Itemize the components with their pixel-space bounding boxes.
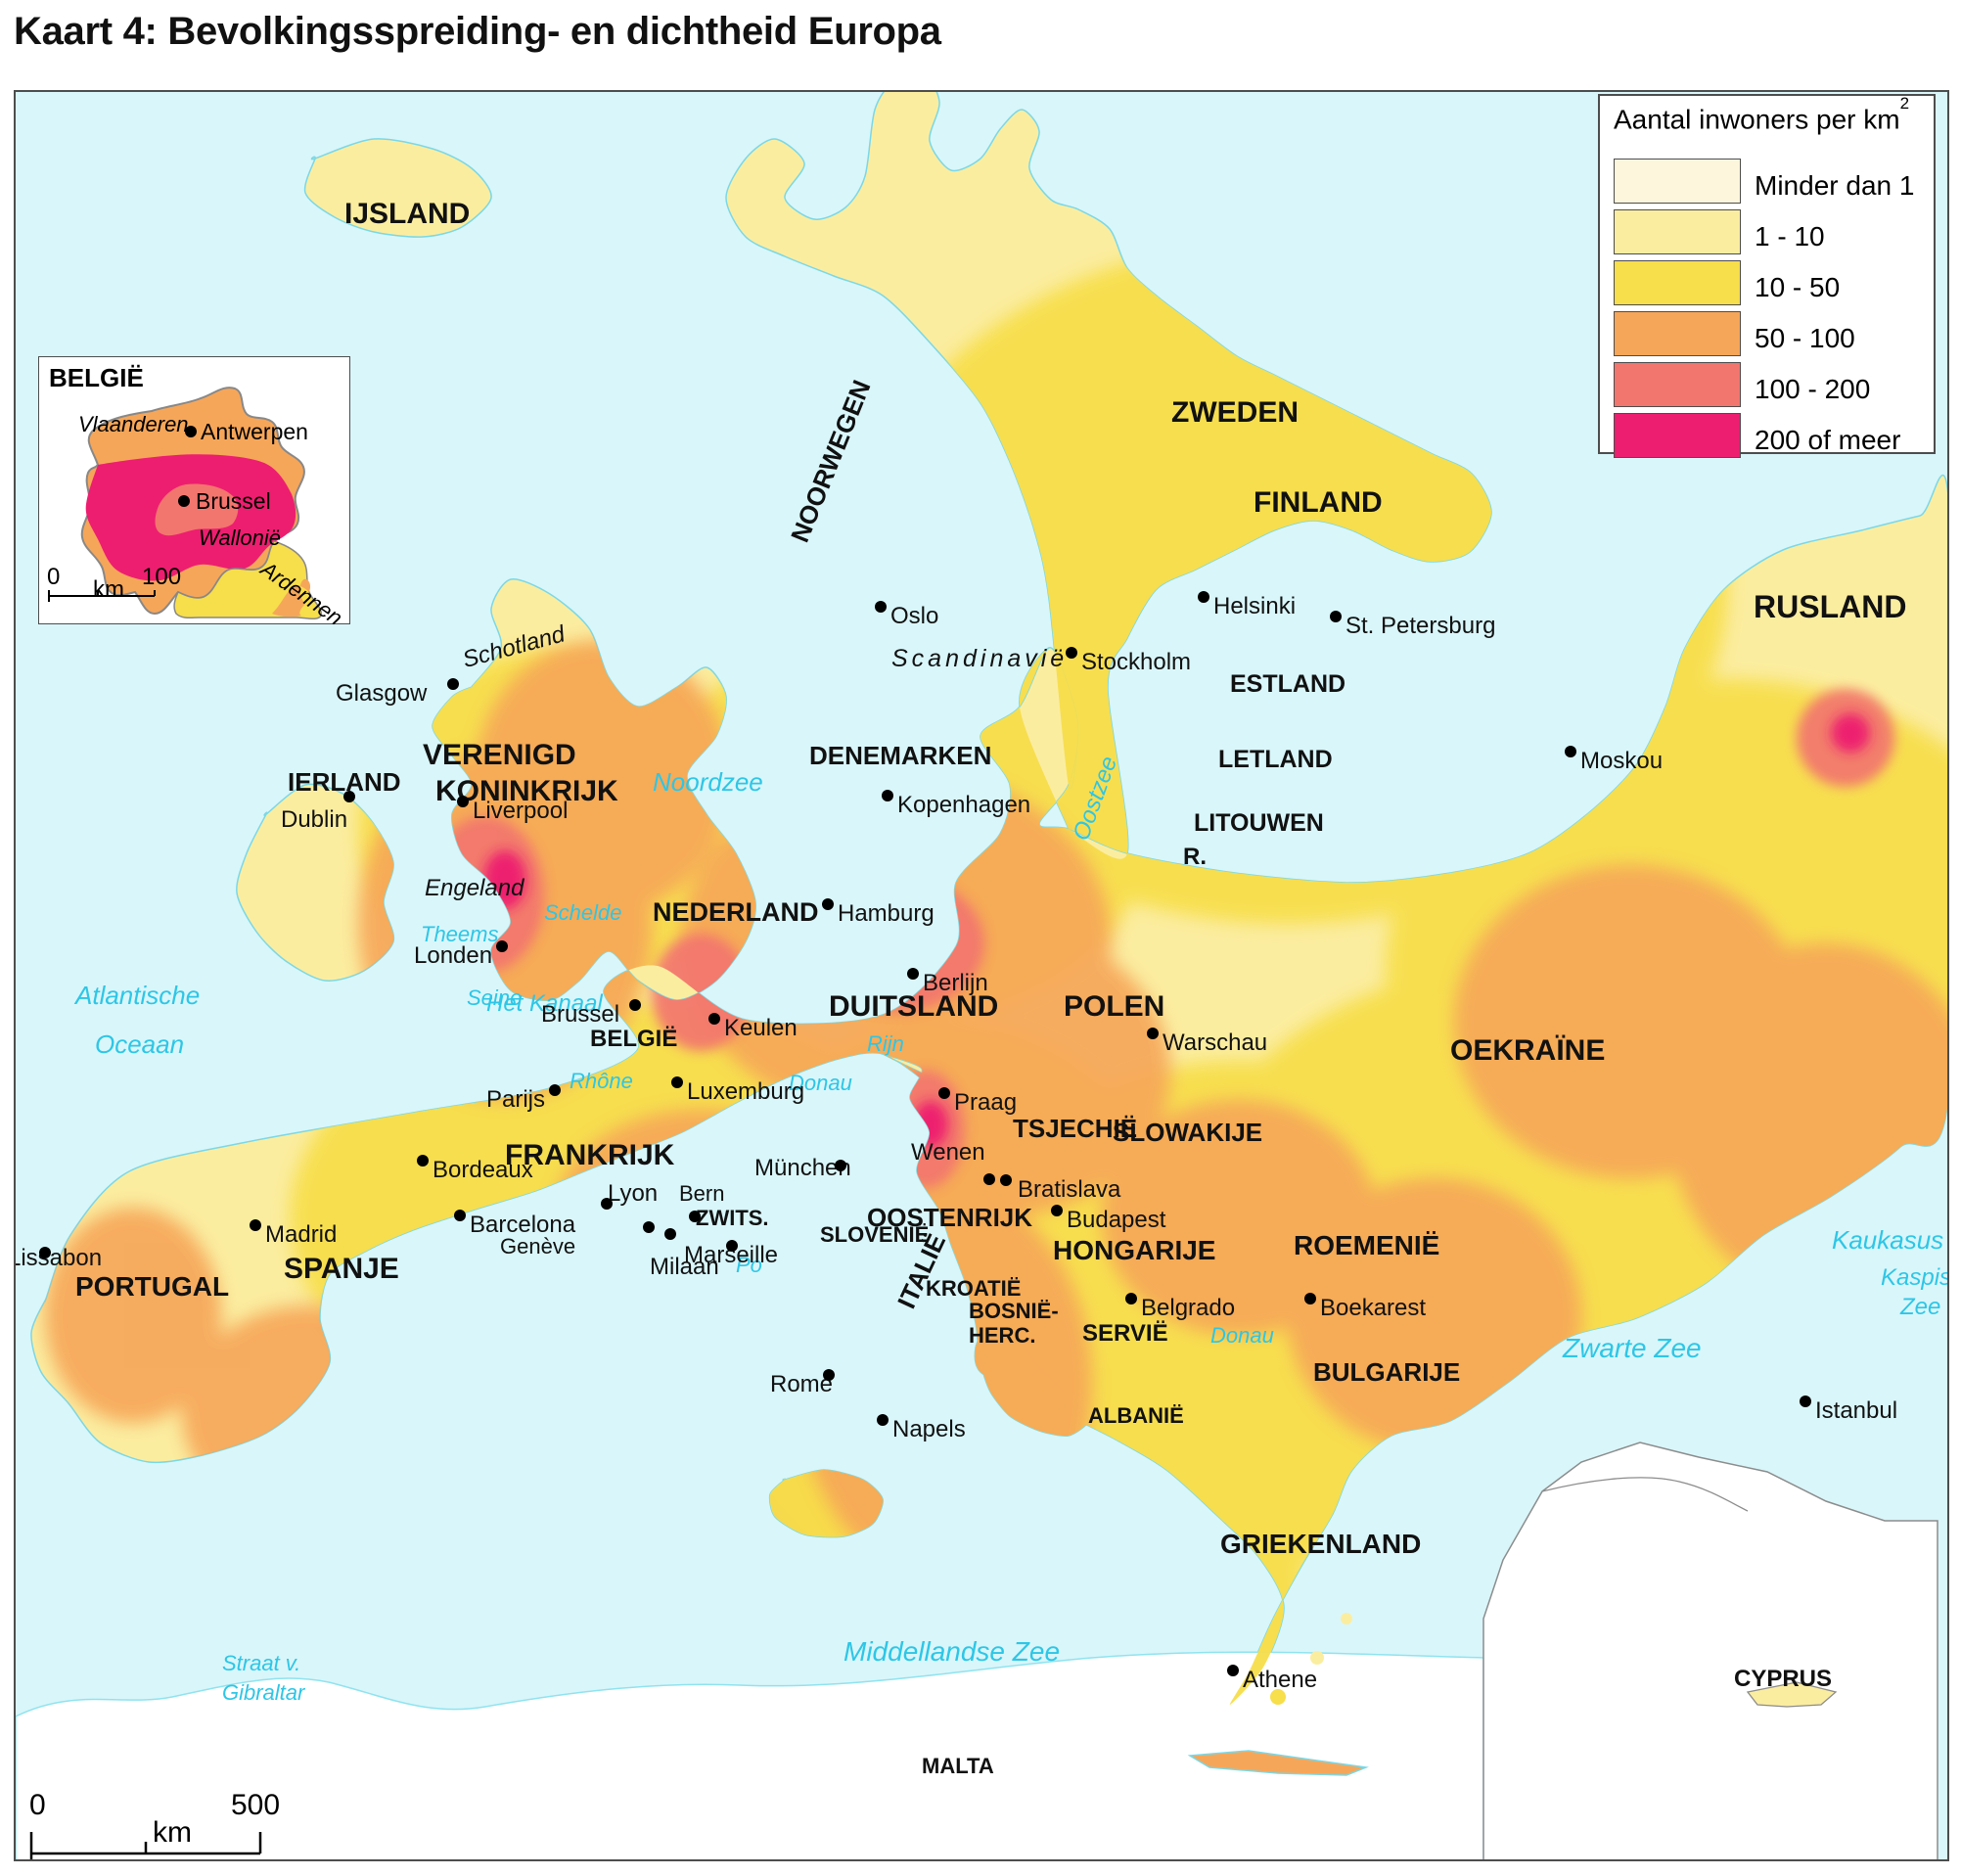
svg-text:0: 0 bbox=[29, 1789, 46, 1821]
svg-text:100: 100 bbox=[142, 564, 181, 590]
svg-text:0: 0 bbox=[47, 564, 60, 590]
svg-text:Brussel: Brussel bbox=[196, 488, 271, 514]
svg-text:Wallonië: Wallonië bbox=[199, 526, 281, 550]
svg-text:km: km bbox=[93, 576, 124, 603]
svg-text:500: 500 bbox=[231, 1789, 280, 1821]
svg-text:km: km bbox=[153, 1816, 192, 1849]
svg-text:Antwerpen: Antwerpen bbox=[201, 419, 308, 444]
svg-text:Vlaanderen: Vlaanderen bbox=[78, 412, 189, 436]
